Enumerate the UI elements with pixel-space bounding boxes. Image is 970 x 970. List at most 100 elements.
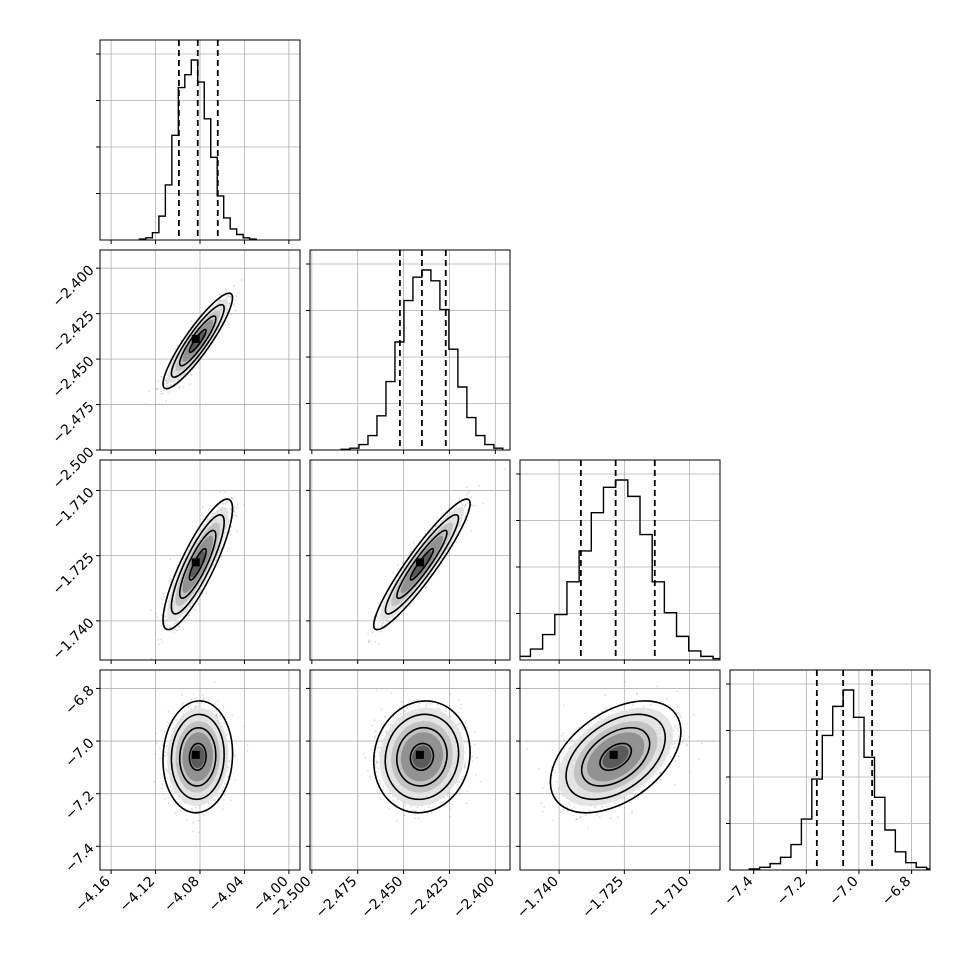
scatter-point xyxy=(165,382,168,385)
scatter-point xyxy=(163,383,166,385)
scatter-point xyxy=(173,631,176,633)
scatter-point xyxy=(458,497,461,500)
contour-line xyxy=(188,547,207,581)
scatter-point xyxy=(468,490,471,492)
scatter-point xyxy=(441,562,444,565)
scatter-point xyxy=(230,526,233,528)
scatter-point xyxy=(155,739,157,742)
scatter-point xyxy=(178,625,180,628)
scatter-point xyxy=(208,301,211,303)
contour-line xyxy=(409,547,435,581)
scatter-point xyxy=(229,508,232,510)
scatter-point xyxy=(235,295,237,298)
scatter-point xyxy=(229,296,232,298)
scatter-point xyxy=(163,389,165,392)
scatter-point xyxy=(159,757,162,760)
scatter-point xyxy=(164,609,167,612)
scatter-point xyxy=(157,380,160,383)
scatter-point xyxy=(220,555,222,558)
scatter-point xyxy=(157,403,160,405)
scatter-point xyxy=(376,615,379,618)
scatter-point xyxy=(461,504,464,506)
scatter-point xyxy=(176,344,179,347)
scatter-point xyxy=(158,643,160,646)
scatter-point xyxy=(228,304,230,307)
scatter-point xyxy=(464,515,467,517)
scatter-point xyxy=(202,506,204,508)
scatter-point xyxy=(163,755,166,758)
scatter-point xyxy=(202,813,205,816)
scatter-point xyxy=(219,292,222,295)
scatter-point xyxy=(227,296,229,298)
scatter-point xyxy=(223,799,225,801)
scatter-point xyxy=(238,292,240,295)
scatter-point xyxy=(381,624,383,627)
scatter-point xyxy=(163,798,166,800)
scatter-point xyxy=(163,619,166,622)
scatter-point xyxy=(161,783,164,785)
scatter-point xyxy=(160,393,162,395)
scatter-point xyxy=(194,608,196,611)
scatter-point xyxy=(166,384,169,387)
scatter-point xyxy=(194,706,197,709)
panel-2-0 xyxy=(96,459,301,664)
scatter-point xyxy=(392,572,395,574)
scatter-point xyxy=(367,639,370,642)
scatter-point xyxy=(174,622,177,625)
scatter-point xyxy=(391,616,394,619)
scatter-point xyxy=(413,541,415,544)
scatter-point xyxy=(194,697,197,700)
scatter-point xyxy=(466,508,469,511)
scatter-point xyxy=(175,718,178,721)
scatter-point xyxy=(246,744,249,747)
scatter-point xyxy=(162,592,165,595)
scatter-point xyxy=(228,322,230,325)
scatter-point xyxy=(156,388,159,390)
scatter-point xyxy=(165,615,168,617)
scatter-point xyxy=(224,491,227,494)
scatter-point xyxy=(380,630,383,633)
scatter-point xyxy=(215,713,218,716)
scatter-point xyxy=(157,638,160,641)
scatter-point xyxy=(457,530,460,533)
scatter-point xyxy=(226,501,229,504)
scatter-point xyxy=(160,614,163,616)
scatter-point xyxy=(190,374,193,376)
scatter-point xyxy=(229,296,232,298)
scatter-point xyxy=(368,640,371,643)
scatter-point xyxy=(219,714,222,717)
contour-line xyxy=(384,513,460,615)
scatter-point xyxy=(228,548,231,550)
scatter-point xyxy=(382,622,384,624)
scatter-point xyxy=(226,500,228,503)
scatter-point xyxy=(156,387,159,390)
scatter-point xyxy=(166,770,169,773)
scatter-point xyxy=(169,389,172,392)
scatter-point xyxy=(144,403,147,406)
scatter-point xyxy=(464,512,467,515)
panel-frame xyxy=(519,459,721,661)
scatter-point xyxy=(170,578,173,581)
scatter-point xyxy=(235,506,238,509)
panel-frame xyxy=(99,459,301,661)
scatter-point xyxy=(161,641,164,643)
scatter-point xyxy=(233,511,236,513)
scatter-point xyxy=(465,521,467,524)
scatter-point xyxy=(192,830,195,833)
contour-line xyxy=(188,328,207,354)
scatter-point xyxy=(236,530,239,533)
scatter-point xyxy=(166,776,169,779)
scatter-point xyxy=(185,819,188,821)
scatter-point xyxy=(230,509,233,511)
scatter-point xyxy=(165,389,168,391)
scatter-point xyxy=(374,640,377,643)
scatter-point xyxy=(185,610,188,613)
scatter-point xyxy=(367,632,369,635)
scatter-point xyxy=(383,627,386,630)
scatter-point xyxy=(466,493,468,496)
scatter-point xyxy=(160,376,163,378)
scatter-point xyxy=(242,504,245,506)
scatter-point xyxy=(168,626,171,629)
scatter-point xyxy=(397,564,399,567)
scatter-point xyxy=(169,581,172,584)
